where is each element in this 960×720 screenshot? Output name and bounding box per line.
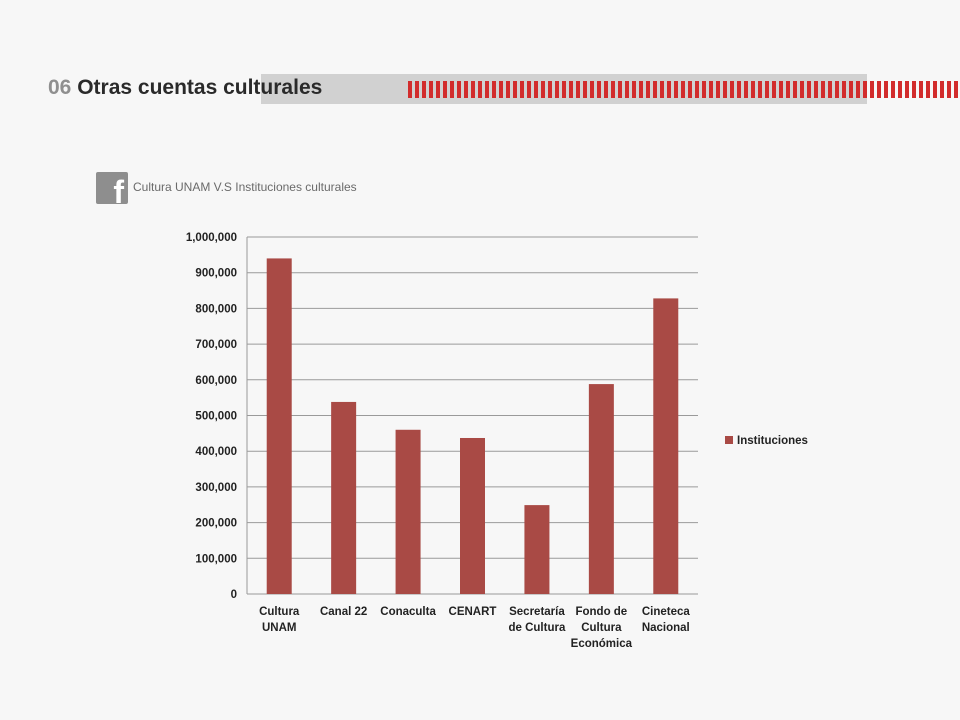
section-title: Otras cuentas culturales (77, 76, 323, 99)
legend-swatch (725, 436, 733, 444)
x-tick-label: Cultura (581, 622, 622, 634)
x-tick-label: Canal 22 (320, 606, 367, 618)
x-tick-label: Económica (571, 638, 633, 650)
facebook-icon: f (96, 172, 128, 204)
x-tick-label: UNAM (262, 622, 297, 634)
legend-label: Instituciones (737, 435, 808, 447)
decorative-stripe (408, 81, 960, 98)
x-tick-label: Cultura (259, 606, 300, 618)
y-tick-label: 200,000 (195, 518, 237, 530)
chart-caption: Cultura UNAM V.S Instituciones culturale… (133, 180, 357, 194)
y-tick-label: 700,000 (195, 339, 237, 351)
x-tick-label: Fondo de (575, 606, 627, 618)
x-tick-label: de Cultura (508, 622, 565, 634)
x-tick-label: Nacional (642, 622, 690, 634)
y-tick-label: 600,000 (195, 375, 237, 387)
y-tick-label: 800,000 (195, 303, 237, 315)
bar (588, 384, 614, 594)
section-number: 06 (48, 76, 72, 99)
y-tick-label: 1,000,000 (186, 232, 237, 244)
y-tick-label: 900,000 (195, 268, 237, 280)
bar (331, 401, 357, 594)
y-tick-label: 300,000 (195, 482, 237, 494)
page-title: 06 Otras cuentas culturales (48, 75, 322, 101)
x-tick-label: Secretaría (509, 606, 565, 618)
y-tick-label: 100,000 (195, 553, 237, 565)
y-tick-label: 500,000 (195, 411, 237, 423)
y-tick-label: 0 (231, 589, 237, 601)
bar (460, 437, 485, 594)
bar (524, 505, 550, 594)
x-tick-label: CENART (449, 606, 497, 618)
bar (266, 258, 292, 594)
bar (395, 429, 421, 594)
bar (653, 298, 679, 594)
x-tick-label: Cineteca (642, 606, 691, 618)
y-tick-label: 400,000 (195, 446, 237, 458)
x-tick-label: Conaculta (380, 606, 436, 618)
